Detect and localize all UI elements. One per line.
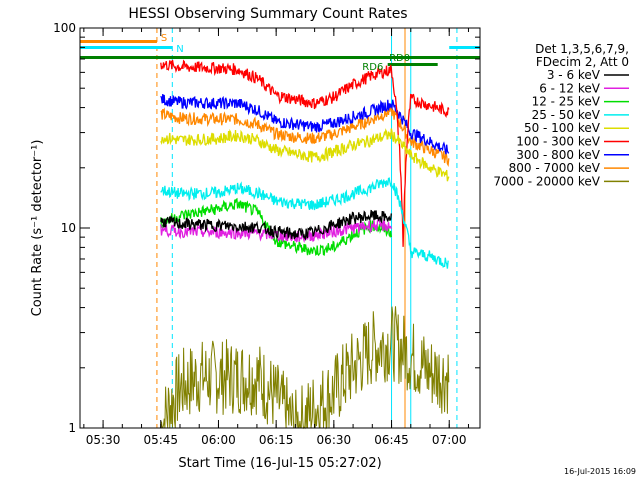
legend-label: 300 - 800 keV — [516, 148, 600, 162]
legend-label: 800 - 7000 keV — [509, 161, 601, 175]
x-tick-label: 06:15 — [259, 433, 294, 447]
series-line-2 — [160, 197, 392, 257]
series-line-3 — [160, 177, 449, 269]
legend-label: 3 - 6 keV — [547, 68, 601, 82]
y-tick-label: 10 — [61, 221, 76, 235]
saa-flag-bar — [80, 40, 157, 43]
legend-label: 100 - 300 keV — [516, 135, 600, 149]
y-tick-label: 100 — [53, 21, 76, 35]
x-tick-label: 05:45 — [143, 433, 178, 447]
legend-header-line2: FDecim 2, Att 0 — [536, 55, 629, 69]
x-axis-label: Start Time (16-Jul-15 05:27:02) — [178, 456, 381, 471]
series-line-4 — [160, 128, 450, 182]
series-line-8 — [160, 306, 450, 430]
flare-flag-bar — [80, 56, 480, 59]
series-line-6 — [160, 94, 450, 155]
y-tick-label: 1 — [68, 421, 76, 435]
x-tick-label: 06:45 — [374, 433, 409, 447]
legend-label: 25 - 50 keV — [532, 108, 601, 122]
series-line-5 — [160, 59, 450, 247]
series-line-0 — [160, 209, 392, 241]
flag-label-s: S — [161, 33, 167, 44]
flag-label-rd0: RD0 — [389, 53, 410, 64]
legend-header-line1: Det 1,3,5,6,7,9, — [535, 42, 629, 56]
legend-label: 12 - 25 keV — [532, 95, 601, 109]
footer-timestamp: 16-Jul-2015 16:09 — [564, 467, 636, 476]
y-axis-label: Count Rate (s⁻¹ detector⁻¹) — [30, 140, 45, 317]
x-tick-label: 05:30 — [86, 433, 121, 447]
legend-label: 7000 - 20000 keV — [493, 174, 600, 188]
flag-label-rd6: RD6 — [362, 62, 383, 73]
legend-label: 50 - 100 keV — [524, 121, 601, 135]
x-tick-label: 07:00 — [432, 433, 467, 447]
flag-label-n: N — [176, 44, 183, 55]
rd-flag-bar — [387, 63, 438, 66]
series-line-7 — [160, 104, 450, 167]
legend-label: 6 - 12 keV — [539, 81, 601, 95]
night-flag-bar-2 — [449, 46, 480, 49]
chart-title: HESSI Observing Summary Count Rates — [128, 6, 407, 22]
x-tick-label: 06:00 — [201, 433, 236, 447]
x-tick-label: 06:30 — [317, 433, 352, 447]
night-flag-bar — [80, 46, 173, 49]
